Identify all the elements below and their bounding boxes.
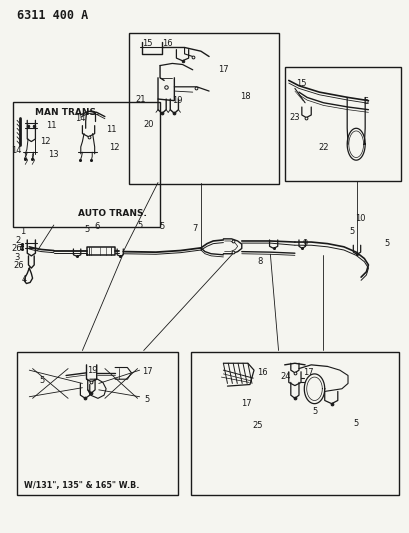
Text: 6311 400 A: 6311 400 A	[17, 9, 88, 22]
Text: 12: 12	[40, 137, 51, 146]
Text: 1: 1	[20, 228, 26, 237]
Text: 15: 15	[142, 39, 153, 48]
Text: 13: 13	[48, 150, 59, 159]
Text: 10: 10	[354, 214, 365, 223]
Text: 17: 17	[142, 367, 152, 376]
Text: 17: 17	[241, 399, 252, 408]
Text: 5: 5	[348, 228, 354, 237]
Text: 2: 2	[15, 237, 20, 246]
Text: 19: 19	[87, 366, 98, 375]
Text: 21: 21	[135, 94, 145, 103]
Text: 19: 19	[171, 96, 182, 105]
Text: 5: 5	[144, 395, 149, 404]
Bar	[190, 352, 398, 495]
Text: 5: 5	[137, 221, 142, 230]
Text: 23: 23	[289, 113, 299, 122]
Text: W/131", 135" & 165" W.B.: W/131", 135" & 165" W.B.	[24, 481, 139, 490]
Bar	[284, 67, 400, 181]
Text: AUTO TRANS.: AUTO TRANS.	[78, 209, 147, 218]
Text: 14: 14	[11, 146, 21, 155]
Text: 22: 22	[317, 143, 328, 152]
Text: 5: 5	[159, 222, 164, 231]
Text: 6: 6	[94, 222, 99, 231]
Text: 11: 11	[46, 121, 57, 130]
Text: 12: 12	[109, 143, 119, 152]
Text: 4: 4	[22, 275, 27, 284]
Text: 14: 14	[75, 114, 85, 123]
Text: 18: 18	[239, 92, 250, 101]
Bar	[17, 352, 178, 495]
Text: 7: 7	[192, 224, 197, 233]
Text: 8: 8	[257, 257, 262, 265]
Text: 5: 5	[353, 419, 358, 428]
Text: 16: 16	[162, 39, 172, 48]
Text: 20: 20	[143, 119, 153, 128]
Bar	[129, 33, 278, 184]
Text: 5: 5	[383, 239, 389, 248]
Bar	[13, 102, 160, 227]
Text: 5: 5	[84, 225, 89, 234]
Text: 16: 16	[256, 368, 267, 377]
Text: 26: 26	[11, 245, 22, 254]
Text: 25: 25	[252, 422, 262, 431]
Text: 5: 5	[311, 407, 316, 416]
Text: 3: 3	[14, 253, 20, 262]
Text: 11: 11	[106, 125, 116, 134]
Text: 17: 17	[302, 368, 312, 377]
Text: 5: 5	[39, 376, 44, 385]
Text: 9: 9	[302, 239, 307, 248]
Text: 26: 26	[13, 261, 24, 270]
Text: 15: 15	[295, 78, 306, 87]
Text: 17: 17	[218, 66, 228, 74]
Text: 5: 5	[363, 97, 368, 106]
Text: MAN TRANS.: MAN TRANS.	[35, 108, 99, 117]
Text: 24: 24	[280, 372, 290, 381]
